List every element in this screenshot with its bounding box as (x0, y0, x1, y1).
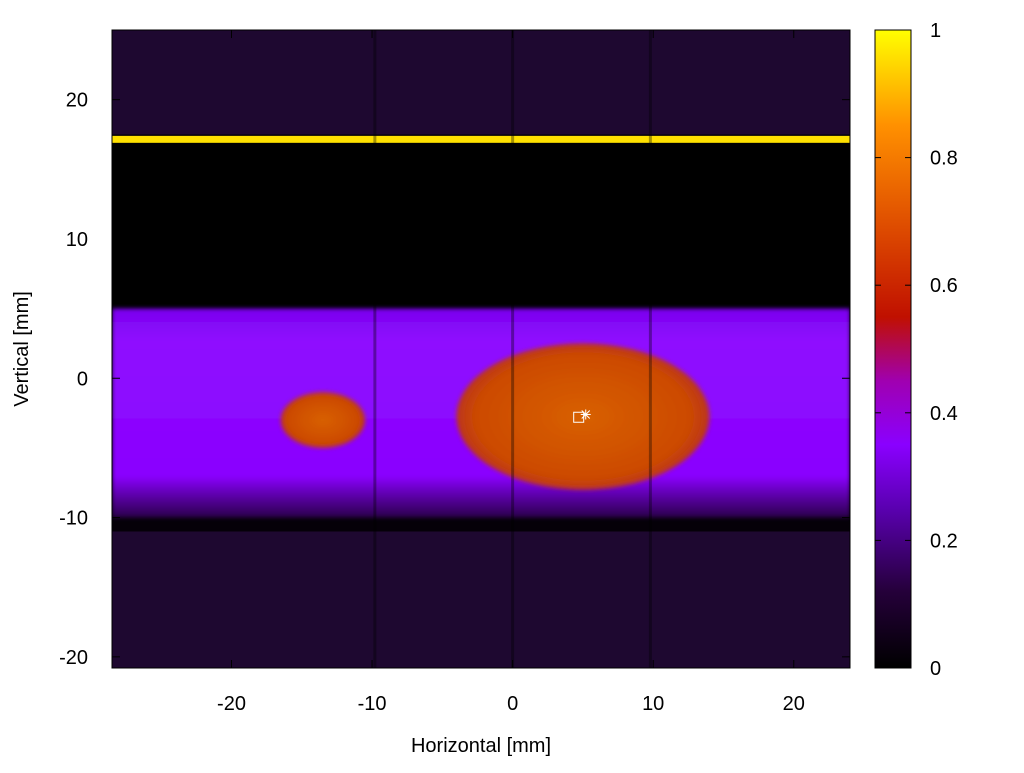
y-tick-label: 0 (77, 368, 88, 390)
x-tick-label: 10 (642, 693, 664, 715)
region-hot-spot-center (456, 343, 710, 490)
colorbar-tick-label: 0 (930, 658, 941, 680)
colorbar (874, 29, 912, 669)
x-tick-label: 20 (783, 693, 805, 715)
marker-star (580, 409, 591, 420)
y-tick-label: 20 (66, 90, 88, 112)
x-tick-label: -20 (217, 693, 246, 715)
colorbar-tick-label: 0.6 (930, 275, 958, 297)
colorbar-tick-label: 0.2 (930, 530, 958, 552)
region-bright-line (112, 135, 850, 143)
y-tick-label: 10 (66, 229, 88, 251)
y-tick-label: -20 (59, 647, 88, 669)
region-lower-faint-band (112, 531, 850, 668)
region-hot-spot-left (280, 392, 366, 448)
colorbar-tick-label: 0.8 (930, 148, 958, 170)
x-axis-label: Horizontal [mm] (411, 735, 551, 757)
colorbar-tick-label: 1 (930, 20, 941, 42)
x-tick-label: -10 (358, 693, 387, 715)
plot-frame (111, 29, 851, 669)
colorbar-tick-label: 0.4 (930, 403, 958, 425)
x-tick-label: 0 (507, 693, 518, 715)
marker-square (573, 411, 585, 423)
region-dark-gap (112, 141, 850, 309)
y-tick-label: -10 (59, 508, 88, 530)
region-upper-faint-band (112, 30, 850, 135)
y-axis-label: Vertical [mm] (11, 291, 33, 407)
